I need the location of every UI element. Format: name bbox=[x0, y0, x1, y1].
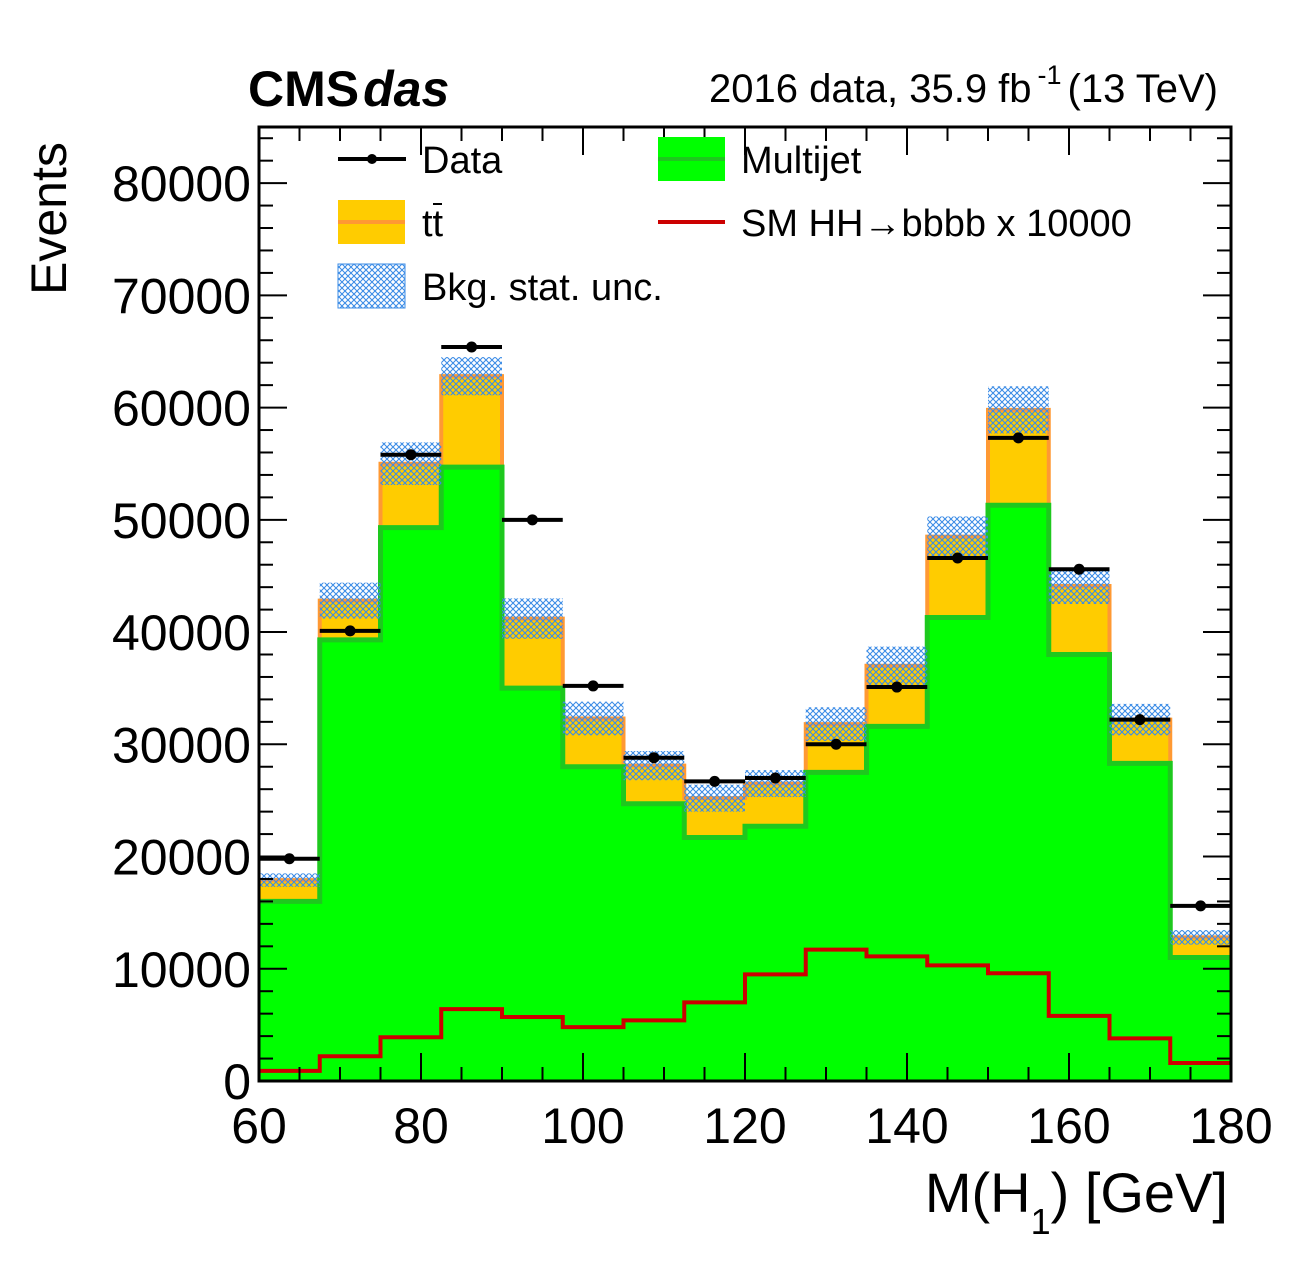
data-point bbox=[648, 752, 660, 764]
y-tick-label: 20000 bbox=[112, 830, 251, 886]
plot-area bbox=[259, 341, 1231, 1081]
unc-band bbox=[1170, 930, 1231, 945]
x-tick-label: 80 bbox=[393, 1098, 449, 1154]
x-axis-title: M(H1) [GeV] bbox=[925, 1161, 1228, 1242]
unc-band bbox=[866, 646, 928, 685]
y-tick-label: 0 bbox=[223, 1054, 251, 1110]
y-tick-label: 40000 bbox=[112, 605, 251, 661]
y-tick-label: 60000 bbox=[112, 381, 251, 437]
legend-unc-swatch bbox=[337, 263, 406, 309]
unc-band bbox=[319, 582, 381, 619]
unc-band bbox=[805, 707, 867, 741]
data-point bbox=[891, 681, 903, 693]
legend-unc-label: Bkg. stat. unc. bbox=[422, 267, 663, 309]
data-point bbox=[526, 514, 538, 526]
data-point bbox=[405, 449, 417, 461]
legend-ttbar-label: tt bbox=[422, 203, 444, 245]
legend: Data Multijet tt SM HH→bbbb x 10000 Bkg.… bbox=[337, 137, 1132, 309]
data-point bbox=[1195, 900, 1207, 912]
multijet-outline bbox=[259, 464, 1231, 961]
x-tick-label: 160 bbox=[1027, 1098, 1110, 1154]
y-axis-title: Events bbox=[21, 142, 77, 295]
y-tick-label: 50000 bbox=[112, 493, 251, 549]
axes: 60 80 100 120 140 160 180 0 10000 20000 30000 40000… bbox=[112, 125, 1273, 1154]
experiment-label: CMSdas bbox=[248, 61, 449, 117]
legend-signal-label: SM HH→bbbb x 10000 bbox=[741, 203, 1132, 245]
data-point bbox=[344, 625, 356, 637]
data-point bbox=[952, 552, 964, 564]
x-tick-label: 60 bbox=[231, 1098, 287, 1154]
data-point bbox=[1012, 432, 1024, 444]
unc-band bbox=[441, 357, 502, 396]
x-tick-label: 100 bbox=[541, 1098, 624, 1154]
y-tick-label: 10000 bbox=[112, 942, 251, 998]
data-point bbox=[830, 738, 842, 750]
unc-band bbox=[562, 701, 624, 736]
unc-band bbox=[259, 873, 320, 887]
data-point bbox=[769, 772, 781, 784]
data-point bbox=[466, 341, 478, 353]
unc-band bbox=[988, 386, 1049, 434]
y-tick-label: 30000 bbox=[112, 717, 251, 773]
data-point bbox=[587, 680, 599, 692]
unc-band bbox=[927, 516, 988, 557]
data-point bbox=[283, 853, 295, 865]
legend-data-marker bbox=[367, 154, 377, 164]
unc-band bbox=[380, 442, 442, 486]
data-point bbox=[1073, 563, 1085, 575]
x-tick-label: 180 bbox=[1189, 1098, 1272, 1154]
data-point bbox=[709, 775, 721, 787]
unc-band bbox=[684, 784, 745, 812]
legend-data-label: Data bbox=[422, 140, 503, 182]
y-tick-label: 70000 bbox=[112, 268, 251, 324]
luminosity-label: 2016 data, 35.9 fb -1 (13 TeV) bbox=[709, 60, 1218, 111]
legend-multijet-label: Multijet bbox=[741, 140, 862, 182]
y-tick-label: 80000 bbox=[112, 156, 251, 212]
x-tick-label: 140 bbox=[865, 1098, 948, 1154]
x-tick-label: 120 bbox=[703, 1098, 786, 1154]
unc-band bbox=[502, 598, 563, 639]
data-point bbox=[1134, 714, 1146, 726]
signal-line bbox=[259, 947, 1231, 1073]
